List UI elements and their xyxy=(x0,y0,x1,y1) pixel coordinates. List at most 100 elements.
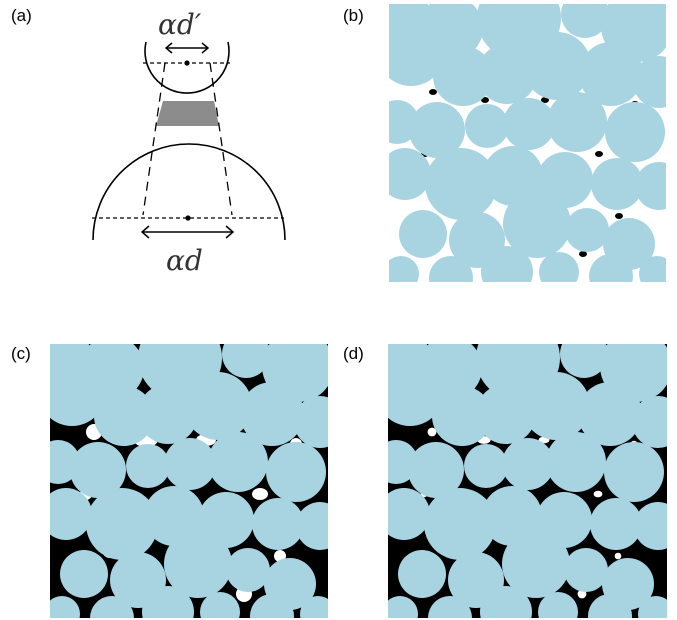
panel-d-particle-31 xyxy=(538,592,578,618)
panel-d-particle-15 xyxy=(546,432,606,492)
panel-c-particle-8 xyxy=(184,372,252,440)
panel-d-particle-10 xyxy=(632,396,667,448)
panel-d-particle-26 xyxy=(564,548,608,592)
panel-d-particle-21 xyxy=(590,498,642,550)
panel-b-contact-gap-3 xyxy=(595,151,603,157)
panel-c-particle-9 xyxy=(240,382,304,446)
panel-b-particle-10 xyxy=(633,56,666,108)
panel-d-particle-32 xyxy=(588,594,632,618)
panel-c-particle-17 xyxy=(50,488,92,540)
panel-b-particle-21 xyxy=(591,158,643,210)
panel-c-particle-30 xyxy=(142,586,194,618)
panel-c-packing xyxy=(50,344,328,618)
panel-c-particle-32 xyxy=(250,594,294,618)
panel-c-particle-31 xyxy=(200,592,240,618)
panel-b-contact-gap-11 xyxy=(615,213,623,219)
panel-b-particle-5 xyxy=(389,18,445,86)
panel-b-particle-3 xyxy=(561,4,609,38)
large-particle-outline xyxy=(92,143,286,241)
panel-d-particle-6 xyxy=(432,386,492,446)
panel-d-particle-28 xyxy=(388,596,418,618)
panel-b-contact-gap-2 xyxy=(429,89,437,95)
small-width-arrow xyxy=(164,42,210,54)
panel-b-particle-12 xyxy=(409,102,465,158)
panel-d-particle-29 xyxy=(428,596,472,618)
panel-label-b: (b) xyxy=(343,6,364,25)
panel-c-particle-26 xyxy=(226,548,270,592)
panel-b-particle-7 xyxy=(477,44,537,104)
panel-c-particle-16 xyxy=(266,442,326,502)
panel-d-particle-12 xyxy=(408,442,464,498)
panel-c-particle-19 xyxy=(144,486,204,546)
left-projection-line xyxy=(142,62,166,216)
panel-d-particle-7 xyxy=(476,384,536,444)
panel-c-particle-6 xyxy=(94,386,154,446)
panel-c-particle-28 xyxy=(50,596,80,618)
alpha-d-label: αd xyxy=(166,244,203,277)
panel-b-particle-17 xyxy=(389,148,431,200)
large-center-dot xyxy=(185,215,191,221)
panel-d-particle-3 xyxy=(560,344,608,378)
panel-c-particle-23 xyxy=(60,550,108,598)
panel-b-particle-23 xyxy=(399,210,447,258)
panel-b-particle-6 xyxy=(433,46,493,106)
panel-c-particle-21 xyxy=(252,498,304,550)
panel-b-particle-28 xyxy=(389,256,419,282)
panel-c-particle-22 xyxy=(296,502,328,550)
panel-b-particle-19 xyxy=(483,146,543,206)
panel-d-particles xyxy=(388,344,667,618)
panel-d-particle-33 xyxy=(638,596,667,618)
panel-b-particle-15 xyxy=(547,92,607,152)
panel-b-particle-16 xyxy=(605,102,665,162)
panel-b-particle-18 xyxy=(425,148,497,220)
panel-c-particles xyxy=(50,344,328,618)
panel-c-particle-33 xyxy=(300,596,328,618)
panel-d-particle-22 xyxy=(634,502,667,550)
panel-b-particle-29 xyxy=(429,256,473,282)
panel-c-particle-7 xyxy=(138,384,198,444)
panel-d-particle-13 xyxy=(464,444,508,488)
panel-d-pore-3 xyxy=(593,490,603,498)
panel-b-particle-33 xyxy=(639,256,666,282)
panel-c-particle-10 xyxy=(294,396,328,448)
panel-d-particle-14 xyxy=(502,438,554,490)
panel-b-particle-9 xyxy=(579,42,643,106)
panel-b-packing xyxy=(389,4,666,282)
panel-c-particle-29 xyxy=(90,596,134,618)
panel-c-particle-18 xyxy=(86,488,158,560)
panel-d-particle-25 xyxy=(502,530,570,598)
panel-b-contact-gap-1 xyxy=(541,97,549,103)
panel-c-particle-3 xyxy=(222,344,270,378)
panel-c-particle-14 xyxy=(164,438,216,490)
alpha-d-prime-label: αd′ xyxy=(158,8,202,41)
panel-d-particle-23 xyxy=(398,550,446,598)
panel-c-pore-3 xyxy=(252,488,268,500)
panel-d-particle-18 xyxy=(424,488,496,560)
panel-d-particle-17 xyxy=(388,488,430,540)
panel-d-particle-16 xyxy=(604,442,664,502)
panel-b-particle-31 xyxy=(539,252,579,282)
panel-c-particle-25 xyxy=(164,530,232,598)
panel-label-d: (d) xyxy=(343,344,364,363)
panel-c-particle-12 xyxy=(70,442,126,498)
panel-d-particle-8 xyxy=(522,372,590,440)
panel-b-particle-14 xyxy=(503,98,555,150)
panel-b-particle-13 xyxy=(465,104,509,148)
panel-b-contact-gap-7 xyxy=(579,251,587,257)
panel-c-particle-5 xyxy=(50,358,106,426)
panel-b-particle-22 xyxy=(635,162,666,210)
panel-b-particle-30 xyxy=(481,246,533,282)
panel-d-particle-5 xyxy=(388,358,444,426)
panel-b-particle-25 xyxy=(503,190,571,258)
panel-d-packing xyxy=(388,344,667,618)
panel-c-particle-13 xyxy=(126,444,170,488)
panel-b-contact-gap-0 xyxy=(481,97,489,103)
panel-b-particle-32 xyxy=(589,254,633,282)
panel-label-c: (c) xyxy=(11,344,31,363)
panel-b-particle-26 xyxy=(565,208,609,252)
panel-d-particle-9 xyxy=(578,382,642,446)
panel-b-particle-8 xyxy=(523,32,591,100)
right-projection-line xyxy=(209,62,233,216)
